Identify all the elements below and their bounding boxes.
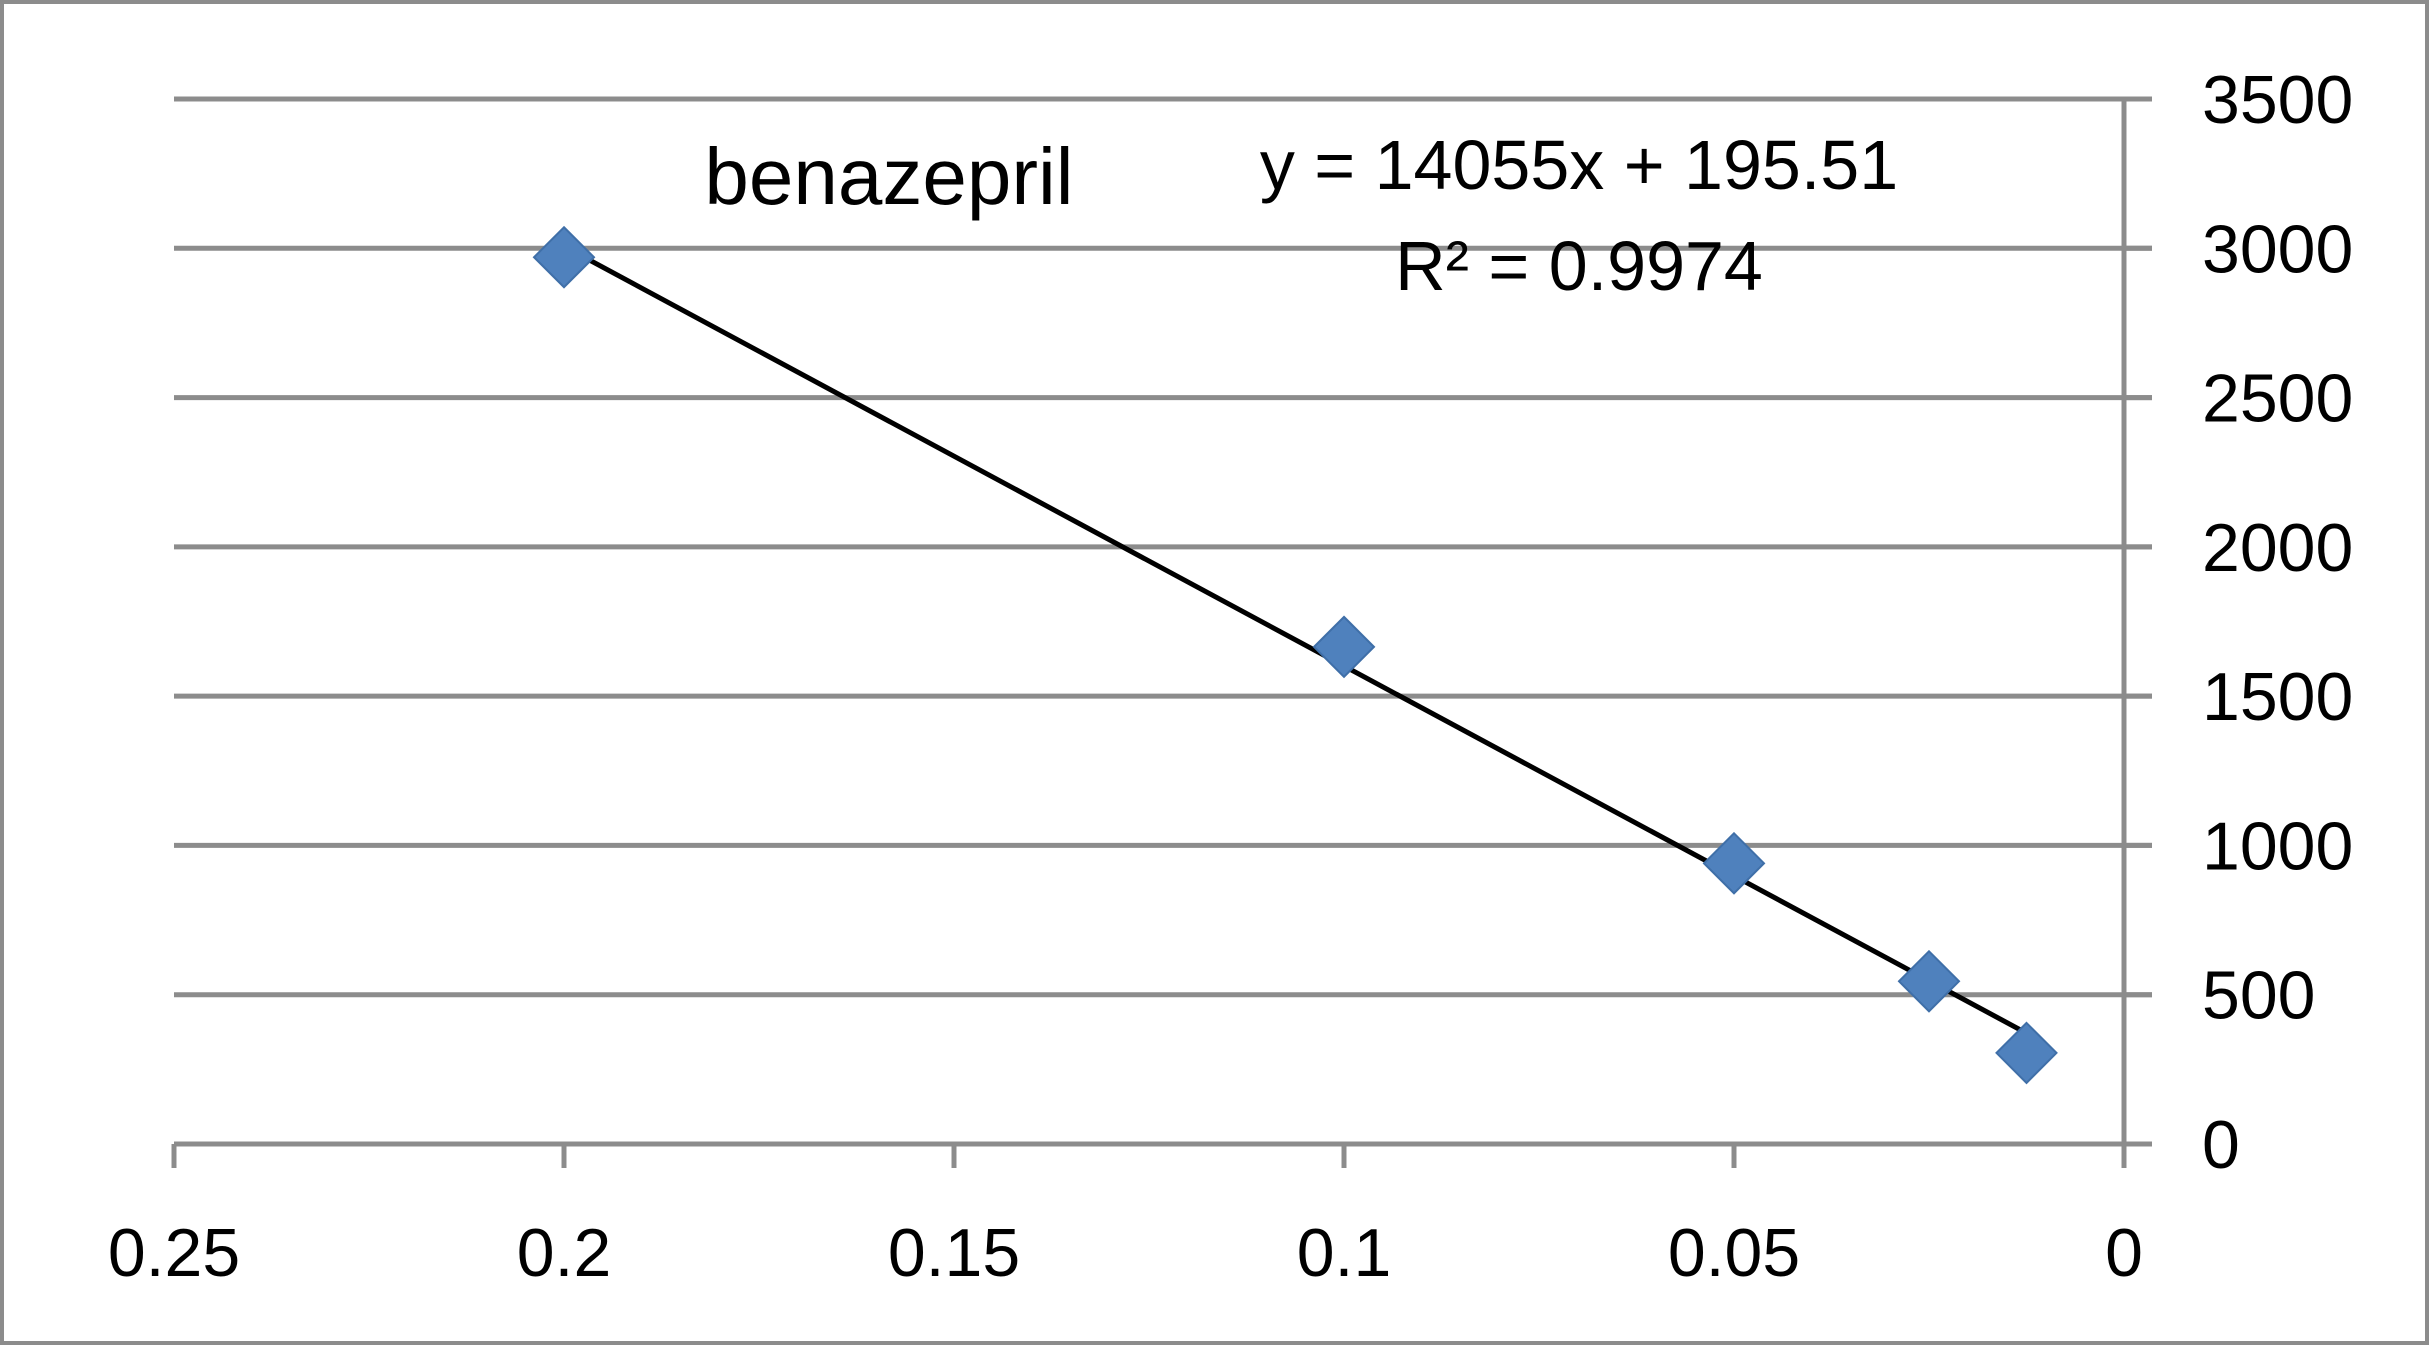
data-point-diamond — [532, 225, 596, 289]
y-tick-label: 500 — [2202, 958, 2315, 1034]
data-point-diamond — [1312, 615, 1376, 679]
y-tick-label: 3500 — [2202, 62, 2353, 138]
trendline-equation: y = 14055x + 195.51 — [1260, 126, 1898, 204]
trendline-layer — [562, 244, 2028, 1036]
x-tick-label: 0.05 — [1668, 1215, 1800, 1291]
tick-labels: 0.25 0.2 0.15 0.1 0.05 00 500 1000 1500 2000 2500 3… — [108, 62, 2353, 1291]
trendline-r-squared: R² = 0.9974 — [1395, 227, 1763, 305]
x-tick-label: 0.25 — [108, 1215, 240, 1291]
y-tick-label: 1500 — [2202, 659, 2353, 735]
y-tick-label: 3000 — [2202, 211, 2353, 287]
x-tick-label: 0.1 — [1297, 1215, 1392, 1291]
chart-title: benazepril — [704, 132, 1073, 221]
data-point-diamond — [1897, 949, 1961, 1013]
data-point-diamond — [1995, 1021, 2058, 1085]
gridlines — [174, 96, 2152, 998]
axes — [171, 96, 2152, 1168]
y-tick-label: 2000 — [2202, 510, 2353, 586]
x-tick-label: 0 — [2105, 1215, 2143, 1291]
y-tick-label: 2500 — [2202, 361, 2353, 437]
scatter-chart: 0.25 0.2 0.15 0.1 0.05 00 500 1000 1500 2000 2500 3… — [108, 62, 2353, 1291]
trendline — [562, 244, 2028, 1036]
y-tick-label: 0 — [2202, 1107, 2240, 1183]
data-point-diamond — [1702, 831, 1766, 895]
data-points — [532, 225, 2058, 1085]
x-tick-label: 0.2 — [517, 1215, 612, 1291]
x-tick-label: 0.15 — [888, 1215, 1020, 1291]
y-tick-label: 1000 — [2202, 808, 2353, 884]
